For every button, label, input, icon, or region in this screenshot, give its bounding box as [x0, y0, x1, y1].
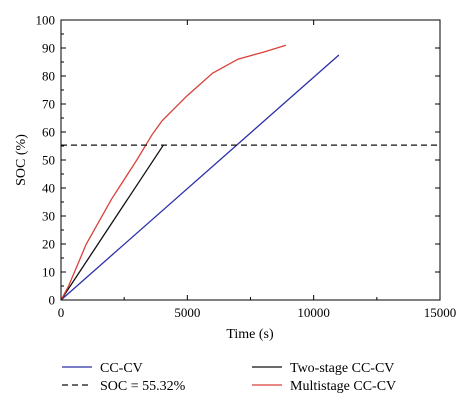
y-tick-label-3: 30 — [42, 209, 55, 224]
legend-label-1: Two-stage CC-CV — [290, 361, 394, 376]
series-line-2 — [60, 44, 287, 301]
series-line-1 — [60, 144, 164, 301]
series-line-0 — [60, 54, 340, 301]
y-tick-label-10: 100 — [36, 13, 56, 28]
x-tick-label-3: 15000 — [424, 305, 457, 320]
legend: CC-CV Two-stage CC-CV SOC = 55.32% Multista… — [62, 361, 396, 394]
x-tick-label-0: 0 — [58, 305, 65, 320]
legend-label-0: CC-CV — [100, 361, 143, 376]
y-tick-label-1: 10 — [42, 265, 55, 280]
y-tick-label-2: 20 — [42, 237, 55, 252]
y-tick-label-6: 60 — [42, 125, 55, 140]
plot-area — [60, 19, 441, 301]
y-tick-label-5: 50 — [42, 153, 55, 168]
y-axis-ticks: 0 10 20 30 40 50 60 70 80 90 100 — [36, 13, 440, 308]
y-tick-label-8: 80 — [42, 69, 55, 84]
plot-frame — [60, 19, 441, 301]
y-tick-label-7: 70 — [42, 97, 55, 112]
y-tick-label-9: 90 — [42, 41, 55, 56]
x-tick-label-1: 5000 — [174, 305, 200, 320]
x-tick-label-2: 10000 — [297, 305, 330, 320]
legend-label-2: Multistage CC-CV — [290, 379, 396, 394]
y-tick-label-4: 40 — [42, 181, 55, 196]
y-axis-title: SOC (%) — [14, 134, 29, 186]
y-tick-label-0: 0 — [49, 293, 56, 308]
legend-label-3: SOC = 55.32% — [100, 379, 186, 394]
x-axis-title: Time (s) — [226, 327, 274, 342]
x-axis-ticks: 0 5000 10000 15000 — [58, 20, 457, 320]
